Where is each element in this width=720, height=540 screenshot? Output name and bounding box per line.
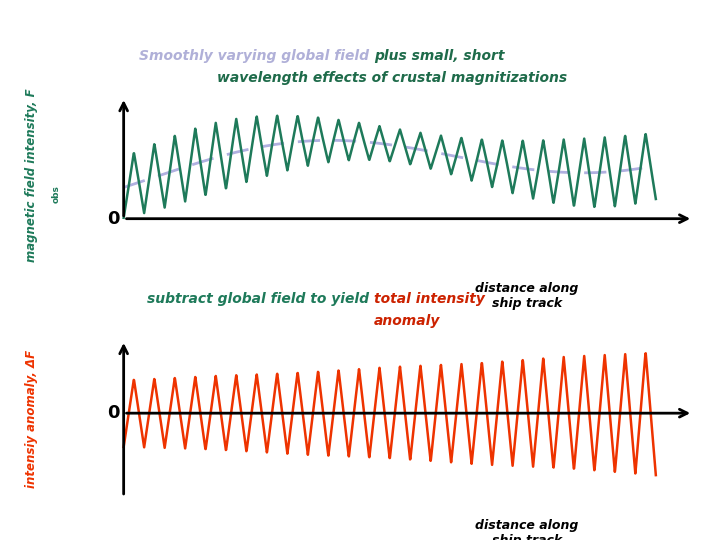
Text: Smoothly varying global field: Smoothly varying global field (139, 49, 374, 63)
Text: distance along
ship track: distance along ship track (475, 519, 579, 540)
Text: plus small, short: plus small, short (374, 49, 505, 63)
Text: obs: obs (51, 185, 60, 203)
Text: magnetic field intensity, F: magnetic field intensity, F (24, 89, 38, 262)
Text: anomaly: anomaly (374, 314, 441, 328)
Text: total intensity: total intensity (374, 292, 485, 306)
Text: 0: 0 (107, 210, 120, 228)
Text: distance along
ship track: distance along ship track (475, 282, 579, 310)
Text: 0: 0 (107, 404, 120, 422)
Text: intensiy anomaly, ΔF: intensiy anomaly, ΔF (24, 349, 38, 488)
Text: wavelength effects of crustal magnitizations: wavelength effects of crustal magnitizat… (217, 71, 567, 85)
Text: subtract global field to yield: subtract global field to yield (147, 292, 374, 306)
